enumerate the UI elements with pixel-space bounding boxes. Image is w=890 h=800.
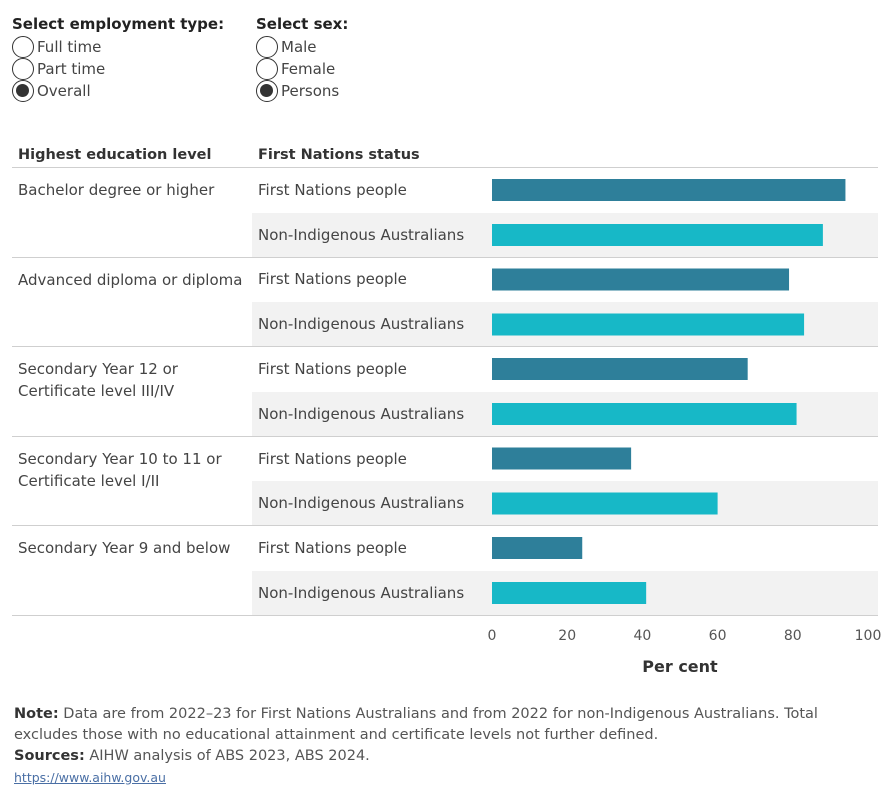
bar-first-nations[interactable] bbox=[492, 268, 790, 291]
aihw-link[interactable]: https://www.aihw.gov.au bbox=[14, 770, 166, 785]
bar-non-indigenous[interactable] bbox=[492, 224, 823, 246]
status-label-first-nations: First Nations people bbox=[258, 450, 407, 468]
bar-chart: 0 20 40 60 80 100 Per cent bbox=[488, 179, 882, 676]
radio-circle-selected[interactable] bbox=[256, 80, 278, 102]
status-label-first-nations: First Nations people bbox=[258, 539, 407, 557]
radio-label[interactable]: Part time bbox=[37, 60, 106, 78]
footer: Note: Data are from 2022–23 for First Na… bbox=[14, 704, 874, 789]
sources-label: Sources: bbox=[14, 748, 85, 764]
status-label-non-indigenous: Non-Indigenous Australians bbox=[258, 494, 465, 512]
education-level-label: Secondary Year 12 or Certificate level I… bbox=[18, 360, 178, 400]
radio-part-time[interactable]: Part time bbox=[12, 58, 224, 80]
status-label-first-nations: First Nations people bbox=[258, 360, 407, 378]
radio-label[interactable]: Full time bbox=[37, 38, 102, 56]
radio-persons[interactable]: Persons bbox=[256, 80, 348, 102]
bar-first-nations[interactable] bbox=[492, 537, 583, 559]
x-tick-label: 60 bbox=[709, 628, 727, 644]
education-level-label: Secondary Year 9 and below bbox=[18, 539, 231, 557]
status-label-non-indigenous: Non-Indigenous Australians bbox=[258, 315, 465, 333]
sources-text: AIHW analysis of ABS 2023, ABS 2024. bbox=[89, 748, 370, 764]
x-tick-label: 0 bbox=[488, 628, 497, 644]
bar-non-indigenous[interactable] bbox=[492, 492, 718, 515]
radio-circle[interactable] bbox=[256, 36, 278, 58]
sex-filter: Select sex: Male Female Persons bbox=[256, 14, 348, 102]
radio-circle[interactable] bbox=[256, 58, 278, 80]
status-label-non-indigenous: Non-Indigenous Australians bbox=[258, 226, 465, 244]
status-label-non-indigenous: Non-Indigenous Australians bbox=[258, 584, 465, 602]
education-level-header: Highest education level bbox=[18, 147, 212, 163]
radio-full-time[interactable]: Full time bbox=[12, 36, 224, 58]
bar-non-indigenous[interactable] bbox=[492, 582, 647, 604]
note-label: Note: bbox=[14, 706, 59, 722]
x-axis-title: Per cent bbox=[642, 657, 718, 676]
radio-label[interactable]: Female bbox=[281, 60, 336, 78]
x-tick-label: 100 bbox=[855, 628, 882, 644]
education-level-label: Secondary Year 10 to 11 or Certificate l… bbox=[18, 450, 222, 490]
radio-male[interactable]: Male bbox=[256, 36, 348, 58]
radio-overall[interactable]: Overall bbox=[12, 80, 224, 102]
employment-filter-title: Select employment type: bbox=[12, 15, 225, 33]
x-tick-label: 40 bbox=[633, 628, 651, 644]
header-divider bbox=[12, 167, 878, 168]
radio-label[interactable]: Overall bbox=[37, 82, 91, 100]
status-label-first-nations: First Nations people bbox=[258, 181, 407, 199]
radio-label[interactable]: Male bbox=[281, 38, 317, 56]
first-nations-status-header: First Nations status bbox=[258, 147, 420, 163]
group-divider bbox=[12, 525, 878, 526]
note-text: Data are from 2022–23 for First Nations … bbox=[14, 706, 818, 743]
bar-first-nations[interactable] bbox=[492, 179, 846, 201]
sources-block: Sources: AIHW analysis of ABS 2023, ABS … bbox=[14, 746, 874, 767]
bar-first-nations[interactable] bbox=[492, 358, 748, 380]
radio-label[interactable]: Persons bbox=[281, 82, 340, 100]
education-level-label: Bachelor degree or higher bbox=[18, 181, 215, 199]
note-text-block: Note: Data are from 2022–23 for First Na… bbox=[14, 704, 874, 746]
bar-first-nations[interactable] bbox=[492, 447, 632, 470]
radio-female[interactable]: Female bbox=[256, 58, 348, 80]
sex-filter-title: Select sex: bbox=[256, 15, 349, 33]
radio-circle-selected[interactable] bbox=[12, 80, 34, 102]
education-level-label: Advanced diploma or diploma bbox=[18, 271, 243, 289]
group-divider bbox=[12, 257, 878, 258]
employment-type-filter: Select employment type: Full time Part t… bbox=[12, 14, 224, 102]
radio-circle[interactable] bbox=[12, 58, 34, 80]
x-tick-label: 80 bbox=[784, 628, 802, 644]
bar-non-indigenous[interactable] bbox=[492, 313, 805, 336]
group-divider bbox=[12, 346, 878, 347]
bar-non-indigenous[interactable] bbox=[492, 403, 797, 425]
status-label-non-indigenous: Non-Indigenous Australians bbox=[258, 405, 465, 423]
status-label-first-nations: First Nations people bbox=[258, 270, 407, 288]
radio-circle[interactable] bbox=[12, 36, 34, 58]
x-tick-label: 20 bbox=[558, 628, 576, 644]
group-divider bbox=[12, 436, 878, 437]
group-divider bbox=[12, 615, 878, 616]
